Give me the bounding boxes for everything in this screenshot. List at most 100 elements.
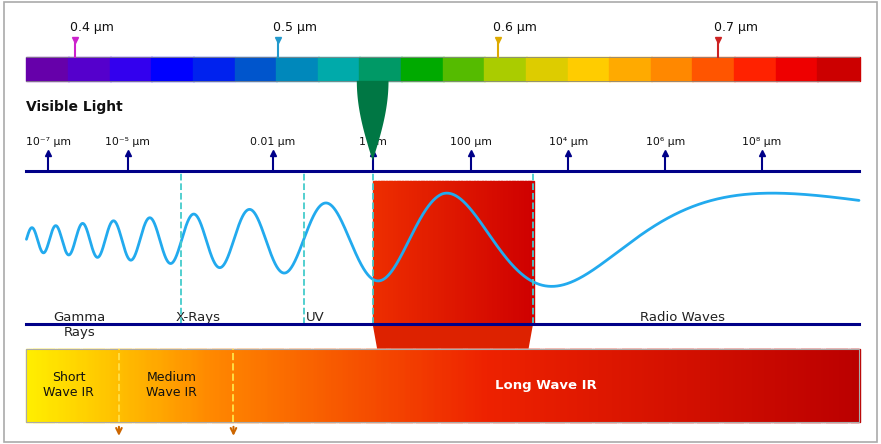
Bar bbox=[807, 349, 810, 422]
Bar bbox=[847, 349, 849, 422]
Bar bbox=[109, 57, 152, 81]
Bar bbox=[468, 349, 470, 422]
Bar bbox=[404, 181, 408, 324]
Bar bbox=[234, 349, 238, 422]
Bar bbox=[694, 349, 698, 422]
Bar bbox=[403, 349, 406, 422]
Bar bbox=[485, 57, 527, 81]
Bar bbox=[153, 349, 156, 422]
Bar bbox=[426, 349, 429, 422]
Bar bbox=[587, 349, 589, 422]
Bar bbox=[430, 349, 433, 422]
Bar bbox=[492, 349, 496, 422]
Bar bbox=[613, 349, 617, 422]
Bar bbox=[166, 349, 169, 422]
Bar bbox=[143, 349, 146, 422]
Bar bbox=[37, 349, 40, 422]
Bar bbox=[352, 349, 354, 422]
Bar bbox=[33, 349, 35, 422]
Bar bbox=[124, 349, 127, 422]
Bar bbox=[64, 349, 67, 422]
Bar bbox=[461, 181, 464, 324]
Bar bbox=[466, 181, 470, 324]
Bar bbox=[130, 349, 133, 422]
Bar bbox=[459, 349, 463, 422]
Bar bbox=[83, 349, 85, 422]
Bar bbox=[671, 349, 675, 422]
Bar bbox=[395, 349, 398, 422]
Bar bbox=[283, 349, 285, 422]
Bar bbox=[412, 181, 417, 324]
Text: Radio Waves: Radio Waves bbox=[640, 311, 725, 324]
Bar bbox=[778, 349, 781, 422]
Bar bbox=[549, 349, 552, 422]
Bar bbox=[553, 349, 556, 422]
Bar bbox=[247, 349, 250, 422]
Bar bbox=[455, 349, 458, 422]
Bar bbox=[582, 349, 585, 422]
Bar bbox=[493, 181, 497, 324]
Bar bbox=[603, 349, 606, 422]
Bar bbox=[43, 349, 46, 422]
Bar bbox=[647, 349, 649, 422]
Bar bbox=[499, 349, 502, 422]
Bar bbox=[320, 349, 322, 422]
Bar bbox=[589, 349, 591, 422]
Bar bbox=[512, 181, 515, 324]
Bar bbox=[389, 181, 392, 324]
Bar bbox=[769, 349, 773, 422]
Bar bbox=[488, 349, 492, 422]
Bar bbox=[245, 349, 248, 422]
Bar bbox=[780, 349, 783, 422]
Bar bbox=[56, 349, 58, 422]
Bar bbox=[622, 349, 625, 422]
Bar bbox=[821, 349, 825, 422]
Bar bbox=[297, 349, 300, 422]
Bar bbox=[421, 181, 425, 324]
Bar bbox=[224, 349, 227, 422]
Bar bbox=[277, 349, 279, 422]
Bar bbox=[366, 349, 368, 422]
Bar bbox=[326, 349, 329, 422]
Bar bbox=[402, 181, 405, 324]
Bar bbox=[280, 349, 284, 422]
Bar bbox=[122, 349, 125, 422]
Bar bbox=[193, 57, 235, 81]
Bar bbox=[730, 349, 733, 422]
Bar bbox=[372, 349, 375, 422]
Bar bbox=[78, 349, 81, 422]
Bar bbox=[162, 349, 165, 422]
Bar bbox=[112, 349, 115, 422]
Bar bbox=[77, 349, 79, 422]
Bar bbox=[734, 349, 737, 422]
Bar bbox=[628, 349, 631, 422]
Text: 100 μm: 100 μm bbox=[450, 136, 492, 147]
Bar bbox=[788, 349, 791, 422]
Bar bbox=[34, 349, 38, 422]
Bar bbox=[728, 349, 731, 422]
Bar bbox=[426, 181, 430, 324]
Bar bbox=[118, 349, 121, 422]
Bar bbox=[476, 349, 479, 422]
Bar bbox=[474, 181, 478, 324]
Bar bbox=[60, 349, 63, 422]
Bar bbox=[387, 349, 389, 422]
Bar bbox=[141, 349, 144, 422]
Bar bbox=[97, 349, 100, 422]
Bar bbox=[653, 349, 655, 422]
Bar bbox=[593, 349, 596, 422]
Bar bbox=[507, 181, 510, 324]
Bar bbox=[353, 349, 356, 422]
Bar bbox=[828, 349, 831, 422]
Bar bbox=[434, 181, 438, 324]
Bar bbox=[407, 349, 411, 422]
Bar bbox=[504, 181, 507, 324]
Bar bbox=[315, 349, 319, 422]
Bar bbox=[630, 349, 633, 422]
Bar bbox=[189, 349, 192, 422]
Bar bbox=[132, 349, 136, 422]
Bar bbox=[530, 349, 533, 422]
Bar bbox=[509, 181, 513, 324]
Bar bbox=[851, 349, 854, 422]
Bar bbox=[226, 349, 229, 422]
